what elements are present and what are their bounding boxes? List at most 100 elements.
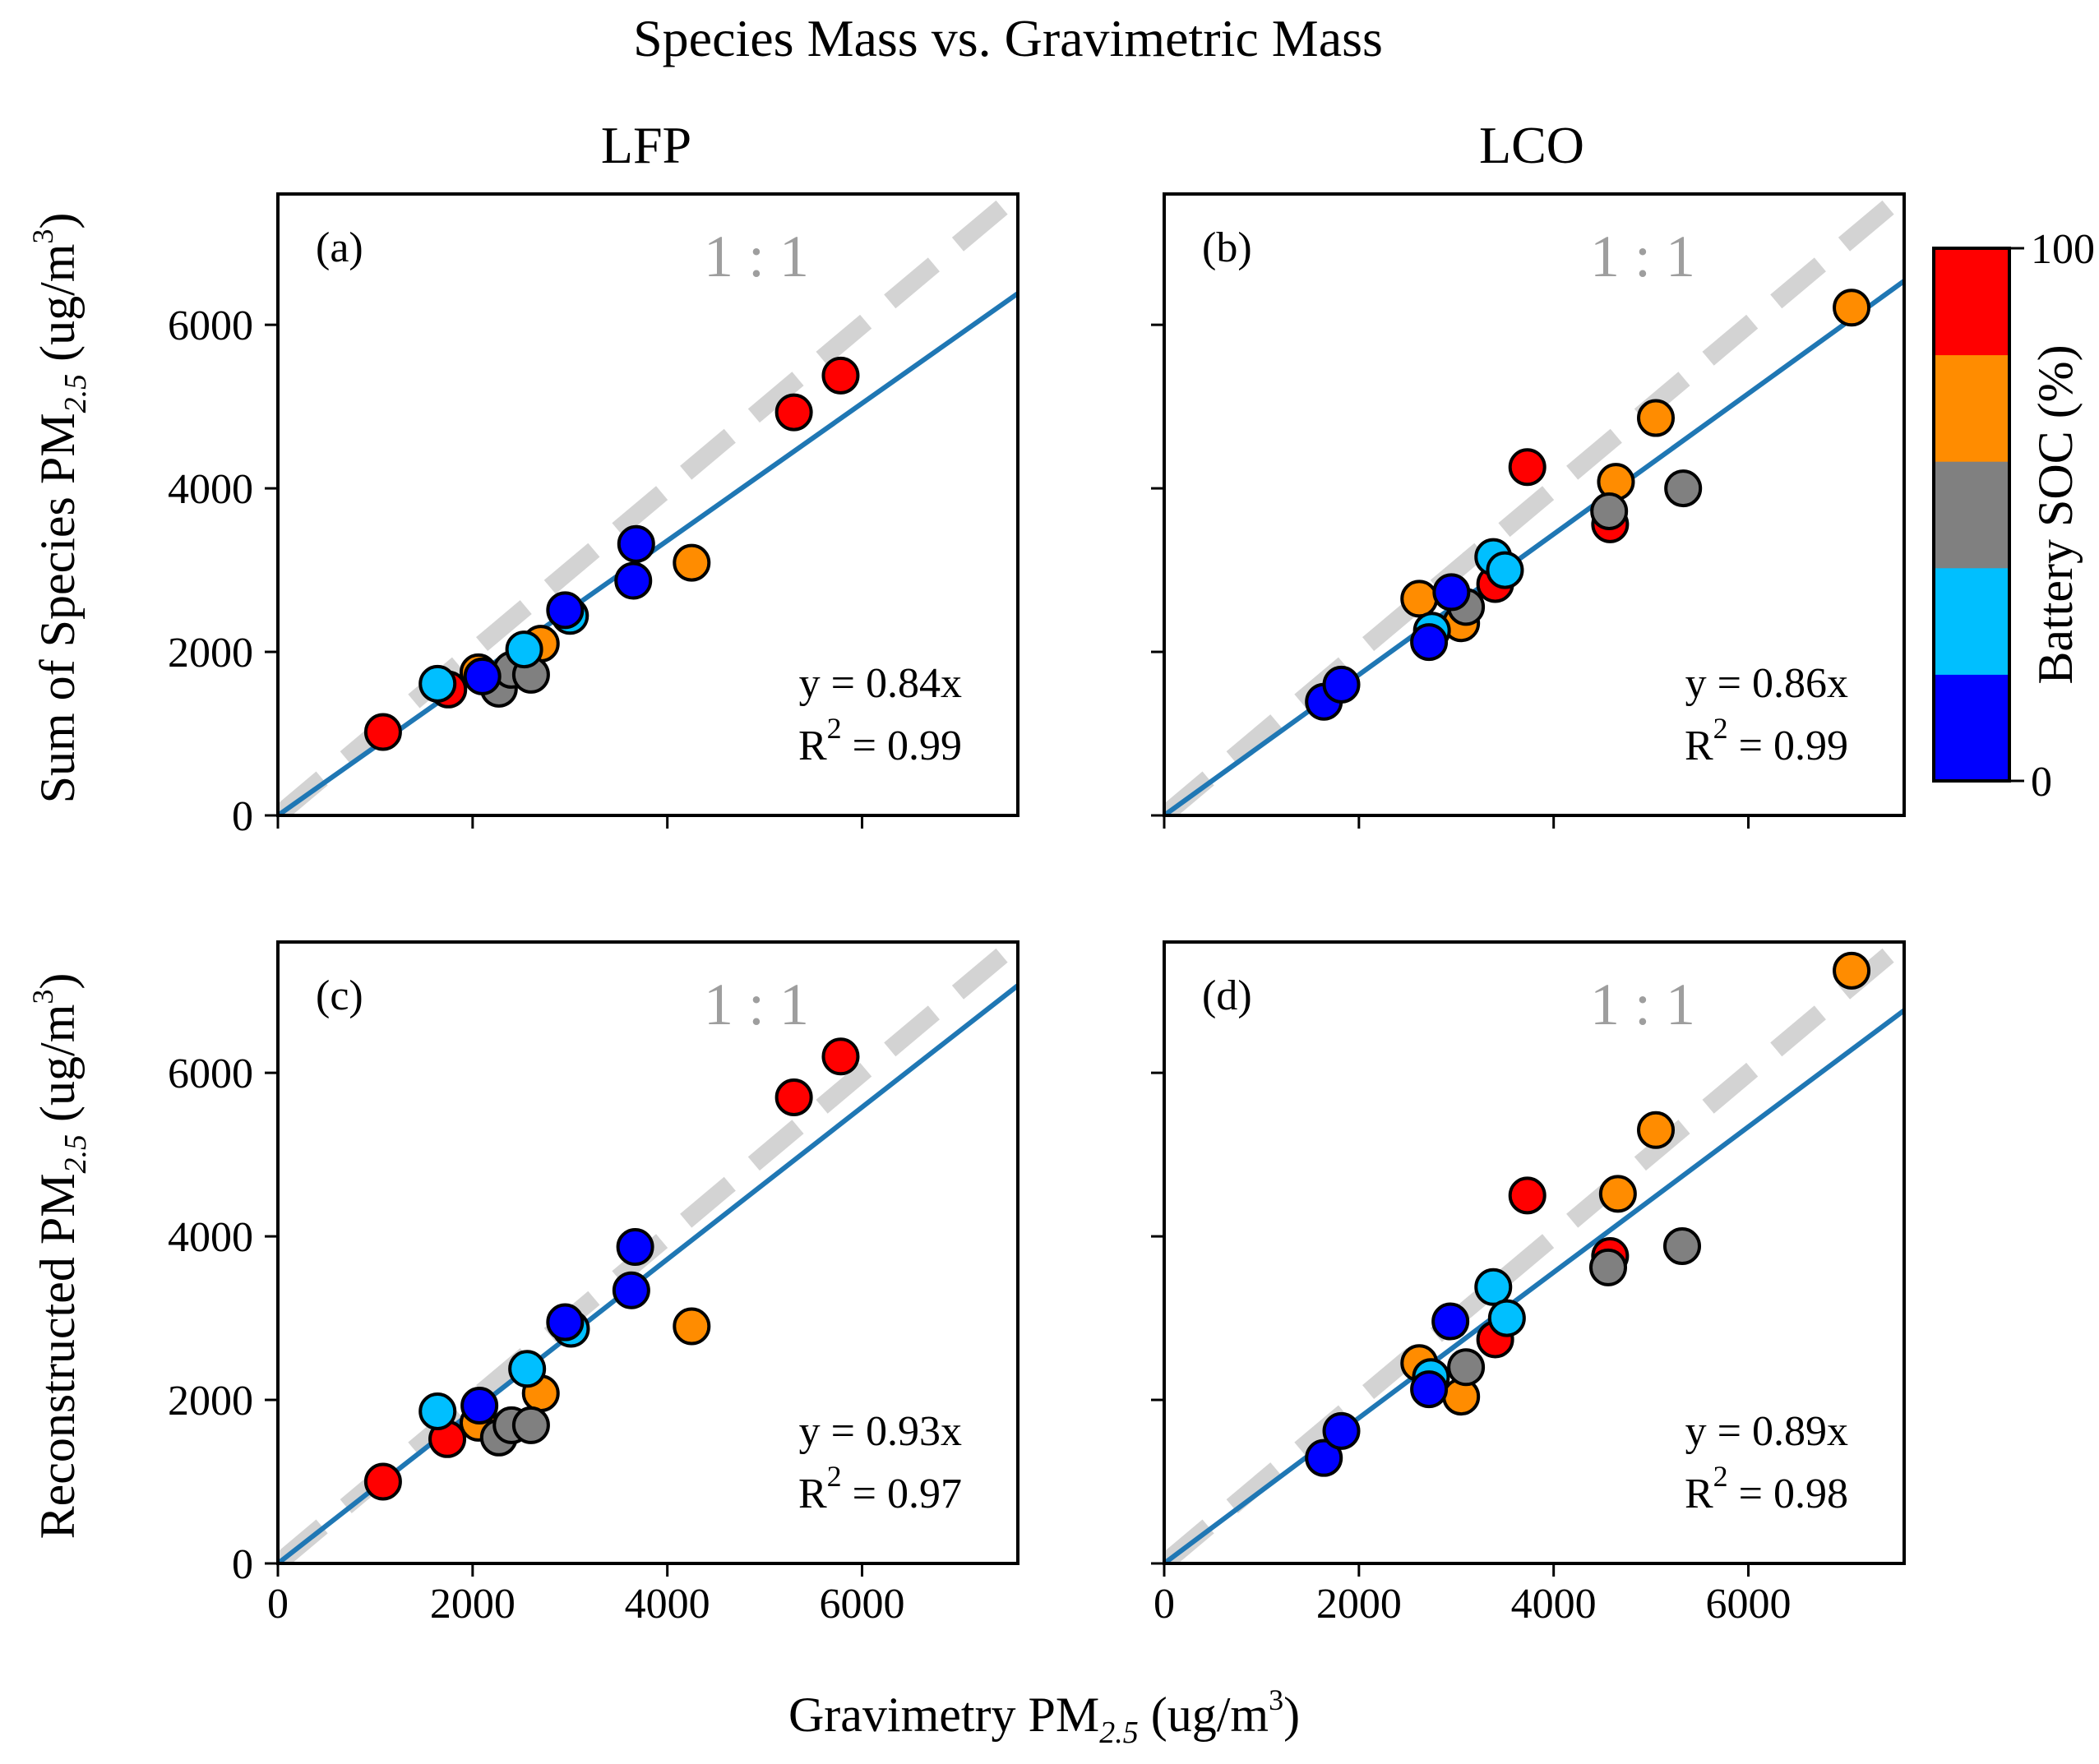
r-squared-lhs: R [798,723,827,769]
r-squared-sup: 2 [827,712,842,745]
data-point [774,393,813,432]
data-point [1474,1268,1513,1306]
panel-b: (b) 1 : 1 y = 0.86x R2 = 0.99 [1151,192,1906,829]
panel-frame [1163,192,1906,817]
data-point [617,524,655,563]
data-point [363,1462,402,1501]
plot-area [278,942,1018,1563]
data-point [1833,289,1871,327]
r-squared-lhs: R [1685,1471,1713,1517]
y-tick-label: 6000 [168,302,253,349]
data-point [1322,1411,1361,1450]
data-point [1305,1438,1343,1477]
panel-label: (b) [1202,224,1252,271]
data-point [418,1392,457,1430]
data-point [1322,665,1361,704]
fit-equation: y = 0.86x [1685,660,1848,707]
panel-c: 0 2000 4000 6000 0 2000 4000 6000 (c) 1 : 1 y = 0.… [168,940,1019,1628]
colorbar-title: Battery SOC (%) [2028,344,2083,684]
x-tick-label: 6000 [820,1581,905,1628]
x-tick-label: 4000 [625,1581,710,1628]
colorbar-segment [1934,567,2009,675]
r-squared: R2 = 0.99 [798,712,962,769]
fit-line [1164,1008,1904,1563]
plot-area [1164,942,1904,1563]
panel-frame [1163,940,1906,1565]
data-point [1508,448,1547,487]
colorbar-min-label: 0 [2031,759,2052,806]
column-title-lco: LCO [1479,116,1584,174]
fit-equation-lhs: y [799,660,831,707]
r-squared-rhs: = 0.99 [842,723,962,769]
panel-label: (a) [316,224,363,271]
reference-line-label: 1 : 1 [704,224,809,289]
y-tick-label: 0 [232,1541,253,1588]
fit-equation-lhs: y [1685,1408,1718,1455]
r-squared: R2 = 0.97 [798,1460,962,1517]
colorbar-segment [1934,674,2009,782]
r-squared-lhs: R [1685,723,1713,769]
data-point [614,561,653,600]
y-tick-label: 0 [232,793,253,840]
r-squared: R2 = 0.99 [1685,712,1848,769]
data-point [505,630,543,669]
y-tick-label: 2000 [168,1378,253,1425]
r-squared-lhs: R [798,1471,827,1517]
r-squared-sup: 2 [1713,1460,1728,1493]
panel-label: (c) [316,972,363,1019]
reference-line-label: 1 : 1 [1590,972,1695,1037]
panel-frame [276,940,1019,1565]
data-point [508,1350,547,1388]
r-squared: R2 = 0.98 [1685,1460,1848,1517]
colorbar: 100 0 Battery SOC (%) [1932,226,2095,806]
x-tick-label: 0 [267,1581,289,1628]
fit-equation-rhs: = 0.93x [831,1408,962,1455]
x-tick-label: 2000 [430,1581,516,1628]
reference-line-1-1 [278,194,1018,815]
data-point [546,1303,585,1341]
fit-equation-lhs: y [1685,660,1718,707]
data-point [1487,1299,1526,1337]
plot-area [1164,194,1904,815]
y-axis-title-top: Sum of Species PM2.5 (ug/m3) [26,213,93,804]
reference-line-1-1 [1164,194,1904,815]
reference-line-label: 1 : 1 [1590,224,1695,289]
fit-equation: y = 0.89x [1685,1408,1848,1455]
data-point [1410,1370,1449,1409]
panel-label: (d) [1202,972,1252,1019]
data-point [1400,580,1439,618]
column-title-lfp: LFP [601,116,691,174]
data-point [1637,1111,1676,1149]
data-point [673,543,711,582]
data-point [1598,1175,1637,1213]
data-point [460,1387,499,1425]
fit-equation-lhs: y [799,1408,831,1455]
fit-equation: y = 0.84x [799,660,962,707]
x-tick-label: 4000 [1511,1581,1597,1628]
colorbar-frame [1932,247,2011,783]
figure-title: Species Mass vs. Gravimetric Mass [633,9,1383,67]
reference-line-1-1 [1164,942,1904,1563]
data-point [1637,399,1676,437]
fit-equation-rhs: = 0.86x [1718,660,1848,707]
colorbar-segment [1934,461,2009,569]
data-point [511,1406,550,1444]
colorbar-segment [1934,354,2009,462]
data-point [616,1228,654,1267]
data-point [1664,469,1703,508]
plot-area [278,194,1018,815]
data-point [1508,1176,1547,1215]
data-point [1432,573,1471,612]
y-tick-label: 6000 [168,1051,253,1097]
r-squared-rhs: = 0.99 [1728,723,1848,769]
data-point [1589,1248,1627,1286]
x-tick-label: 6000 [1706,1581,1792,1628]
data-point [612,1271,650,1309]
r-squared-rhs: = 0.98 [1728,1471,1848,1517]
data-point [821,1037,860,1076]
data-point [418,664,457,703]
